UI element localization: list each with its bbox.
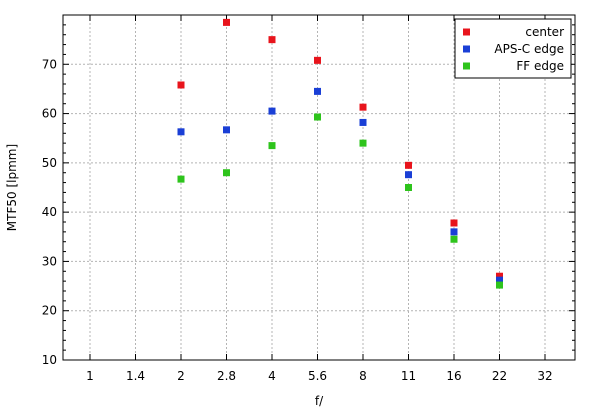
- point-aps-c-edge: [223, 126, 230, 134]
- point-aps-c-edge: [314, 87, 321, 95]
- legend-marker-ff-edge: [463, 62, 470, 70]
- point-aps-c-edge: [450, 228, 458, 236]
- point-center: [177, 81, 185, 89]
- x-tick-label: 4: [268, 369, 276, 383]
- x-tick-label: 5.6: [308, 369, 327, 383]
- x-axis-label: f/: [315, 394, 324, 408]
- plot-frame: [62, 14, 576, 361]
- point-center: [359, 103, 367, 111]
- point-aps-c-edge: [496, 276, 503, 284]
- y-tick-label: 50: [42, 156, 57, 170]
- y-tick-label: 10: [42, 353, 57, 367]
- y-tick-labels: 10 20 30 40 50 60 70: [42, 57, 57, 367]
- y-axis-label: MTF50 [lpmm]: [5, 144, 19, 231]
- point-ff-edge: [496, 281, 503, 289]
- x-tick-label: 32: [537, 369, 552, 383]
- x-tick-labels: 1 1.4 2 2.8 4 5.6 8 11 16 22 32: [86, 369, 552, 383]
- point-aps-c-edge: [268, 107, 276, 115]
- y-tick-label: 30: [42, 254, 57, 268]
- point-center: [314, 56, 321, 64]
- y-tick-label: 60: [42, 107, 57, 121]
- point-aps-c-edge: [177, 128, 185, 136]
- point-ff-edge: [450, 235, 458, 243]
- point-ff-edge: [268, 142, 276, 150]
- y-tick-label: 70: [42, 57, 57, 71]
- legend-box: [454, 18, 572, 79]
- point-center: [268, 36, 276, 44]
- y-tick-label: 20: [42, 304, 57, 318]
- point-ff-edge: [405, 184, 412, 191]
- point-ff-edge: [177, 175, 185, 183]
- legend-marker-aps-c-edge: [463, 45, 470, 53]
- y-tick-label: 40: [42, 205, 57, 219]
- x-tick-label: 11: [401, 369, 416, 383]
- legend-marker-center: [463, 28, 470, 36]
- point-center: [450, 219, 458, 227]
- x-tick-label: 8: [359, 369, 367, 383]
- x-tick-label: 1: [86, 369, 94, 383]
- legend-label-ff-edge: FF edge: [516, 59, 564, 73]
- legend-label-aps-c-edge: APS-C edge: [494, 42, 564, 56]
- point-ff-edge: [223, 169, 230, 177]
- x-tick-label: 2.8: [217, 369, 236, 383]
- point-aps-c-edge: [405, 171, 412, 179]
- point-center: [405, 161, 412, 169]
- x-tick-label: 2: [177, 369, 185, 383]
- point-ff-edge: [359, 139, 367, 147]
- point-center: [223, 18, 230, 26]
- legend: center APS-C edge FF edge: [454, 18, 572, 79]
- point-aps-c-edge: [359, 118, 367, 126]
- data-points: [177, 18, 503, 289]
- point-ff-edge: [314, 113, 321, 121]
- legend-label-center: center: [525, 25, 564, 39]
- x-tick-label: 1.4: [126, 369, 145, 383]
- x-tick-label: 16: [446, 369, 461, 383]
- x-tick-label: 22: [492, 369, 507, 383]
- point-center: [496, 272, 503, 280]
